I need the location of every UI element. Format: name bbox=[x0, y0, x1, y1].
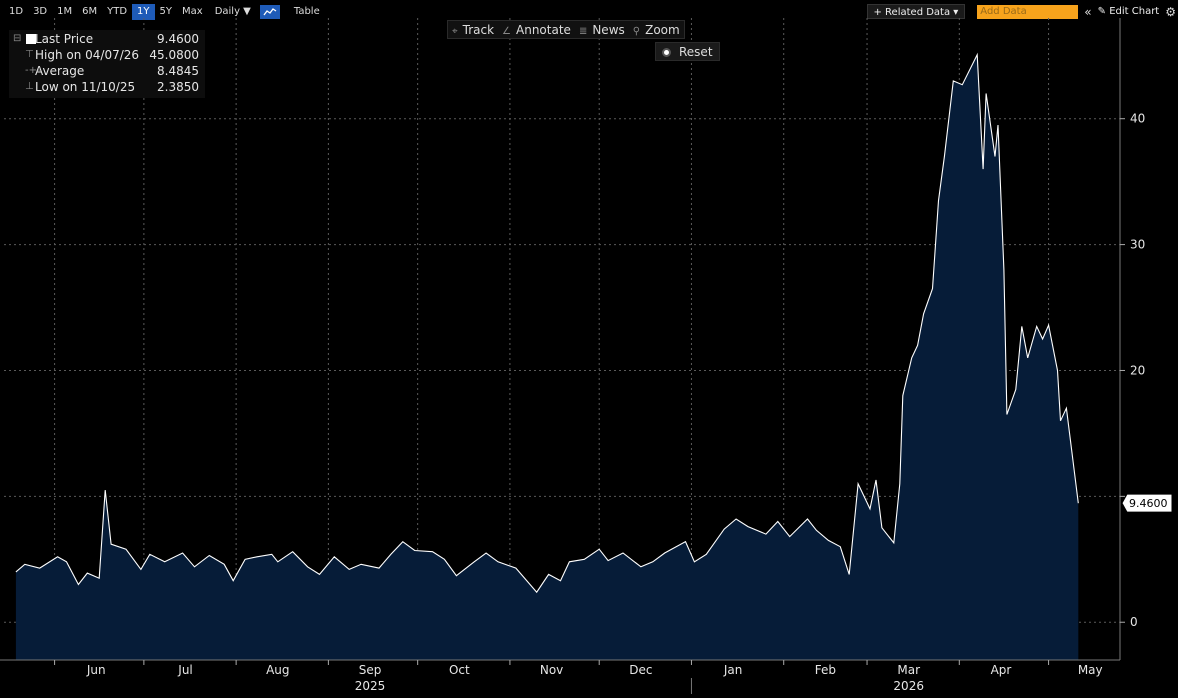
add-data-input[interactable] bbox=[977, 4, 1079, 19]
high-marker-icon: ⊤ bbox=[25, 49, 34, 60]
line-chart-icon bbox=[263, 7, 277, 15]
range-ytd-button[interactable]: YTD bbox=[107, 5, 128, 17]
legend-last-price-value: 9.4600 bbox=[157, 32, 199, 46]
price-line bbox=[15, 52, 1079, 594]
legend-average: -+- Average 8.4845 bbox=[13, 63, 201, 79]
frequency-select[interactable]: Daily ▼ bbox=[214, 5, 251, 17]
news-label: News bbox=[592, 23, 625, 37]
axis-layer: 0 20 30 40 Jun Jul Aug Sep Oct Nov Dec Jan Feb Mar Apr… bbox=[0, 18, 1173, 694]
legend-low-label: Low on 11/10/25 bbox=[35, 80, 136, 94]
x-month-label: Apr bbox=[991, 663, 1012, 677]
pencil-icon: ∠ bbox=[502, 26, 512, 37]
chart-toolbar: 1D 3D 1M 6M YTD 1Y 5Y Max Daily ▼ Table … bbox=[0, 3, 1178, 20]
area-layer bbox=[15, 52, 1079, 661]
table-button[interactable]: Table bbox=[293, 5, 320, 17]
last-price-tag-label: 9.4600 bbox=[1129, 497, 1168, 510]
chart-type-button[interactable] bbox=[259, 4, 280, 19]
x-year-label: 2025 bbox=[355, 679, 386, 693]
news-icon: ≣ bbox=[578, 26, 588, 37]
chart-legend: ⊟ Last Price 9.4600 ⊤ High on 04/07/26 4… bbox=[9, 30, 205, 98]
range-1d-button[interactable]: 1D bbox=[9, 5, 24, 17]
last-price-tag-box bbox=[1121, 493, 1173, 513]
zoom-label: Zoom bbox=[645, 23, 680, 37]
legend-last-price[interactable]: ⊟ Last Price 9.4600 bbox=[13, 31, 201, 47]
y-tick-label: 30 bbox=[1130, 238, 1145, 252]
legend-average-value: 8.4845 bbox=[157, 64, 199, 78]
edit-chart-button[interactable]: ✎ Edit Chart bbox=[1097, 6, 1160, 17]
range-6m-button[interactable]: 6M bbox=[82, 5, 98, 17]
y-tick-label: 0 bbox=[1130, 615, 1138, 629]
gear-icon[interactable]: ⚙ bbox=[1165, 4, 1176, 19]
track-label: Track bbox=[462, 23, 495, 37]
x-month-label: Nov bbox=[540, 663, 563, 677]
legend-last-price-label: Last Price bbox=[35, 32, 94, 46]
range-1m-button[interactable]: 1M bbox=[57, 5, 73, 17]
annotate-button[interactable]: ∠ Annotate bbox=[498, 21, 575, 40]
x-year-label: 2026 bbox=[893, 679, 924, 693]
x-month-label: Mar bbox=[897, 663, 920, 677]
track-button[interactable]: ⌖ Track bbox=[448, 21, 498, 40]
legend-low: ⊥ Low on 11/10/25 2.3850 bbox=[13, 79, 201, 95]
low-marker-icon: ⊥ bbox=[25, 81, 34, 92]
x-month-label: Jun bbox=[86, 663, 106, 677]
x-month-label: Feb bbox=[815, 663, 836, 677]
range-max-button[interactable]: Max bbox=[182, 5, 203, 17]
x-month-label: Aug bbox=[266, 663, 289, 677]
legend-high-label: High on 04/07/26 bbox=[35, 48, 140, 62]
cutoff-header-strip: ‥‥ ‥‥‥ ‥‥‥‥ ‥‥ ‥‥‥‥ ‥‥‥ ‥‥‥‥ ‥‥ ‥‥‥ ‥‥‥‥… bbox=[0, 0, 1178, 3]
x-month-label: Dec bbox=[629, 663, 652, 677]
last-price-swatch bbox=[26, 34, 36, 44]
range-3d-button[interactable]: 3D bbox=[33, 5, 48, 17]
annotate-label: Annotate bbox=[516, 23, 571, 37]
legend-high-value: 45.0800 bbox=[149, 48, 199, 62]
price-area-fill bbox=[15, 54, 1079, 661]
crosshair-icon: ⌖ bbox=[452, 26, 458, 37]
range-1y-button[interactable]: 1Y bbox=[132, 3, 155, 20]
right-toolbar: + Related Data ▾ « ✎ Edit Chart ⚙ bbox=[866, 3, 1176, 20]
average-marker-icon: -+- bbox=[25, 65, 41, 76]
range-button-group: 1D 3D 1M 6M YTD 1Y 5Y Max Daily ▼ Table bbox=[4, 3, 328, 20]
y-tick-label: 40 bbox=[1130, 112, 1145, 126]
range-5y-button[interactable]: 5Y bbox=[159, 5, 173, 17]
news-button[interactable]: ≣ News bbox=[575, 21, 629, 40]
last-price-tag: 9.4600 bbox=[1121, 493, 1173, 513]
zoom-button[interactable]: ⚲ Zoom bbox=[629, 21, 684, 40]
reset-radio-icon bbox=[662, 48, 671, 57]
magnifier-icon: ⚲ bbox=[632, 26, 641, 37]
x-month-label: Jul bbox=[177, 663, 192, 677]
chart-tools-bar: ⌖ Track ∠ Annotate ≣ News ⚲ Zoom bbox=[447, 20, 685, 39]
y-tick-label: 20 bbox=[1130, 363, 1145, 377]
x-month-label: Sep bbox=[359, 663, 382, 677]
legend-low-value: 2.3850 bbox=[157, 80, 199, 94]
collapse-icon[interactable]: « bbox=[1084, 4, 1092, 19]
legend-average-label: Average bbox=[35, 64, 85, 78]
related-data-button[interactable]: + Related Data ▾ bbox=[866, 4, 966, 19]
x-month-label: Jan bbox=[723, 663, 743, 677]
cutoff-header-text: ‥‥ ‥‥‥ ‥‥‥‥ ‥‥ ‥‥‥‥ ‥‥‥ ‥‥‥‥ ‥‥ ‥‥‥ ‥‥‥‥… bbox=[4, 0, 311, 3]
x-month-label: May bbox=[1078, 663, 1103, 677]
reset-label: Reset bbox=[679, 45, 713, 59]
reset-button[interactable]: Reset bbox=[655, 42, 720, 61]
collapse-tree-icon[interactable]: ⊟ bbox=[13, 33, 22, 44]
x-month-label: Oct bbox=[449, 663, 470, 677]
legend-high: ⊤ High on 04/07/26 45.0800 bbox=[13, 47, 201, 63]
